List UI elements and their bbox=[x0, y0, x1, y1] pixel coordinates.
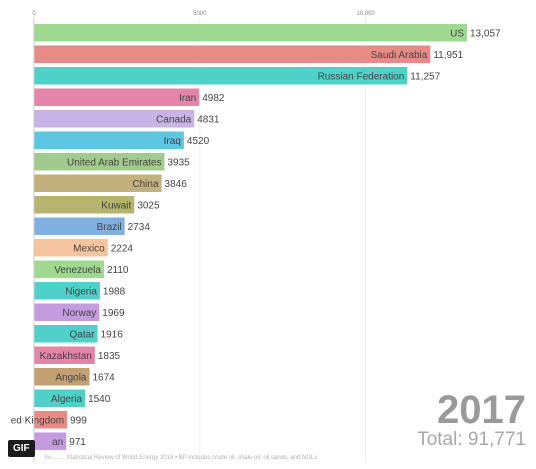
bar bbox=[34, 411, 68, 429]
bar bbox=[34, 217, 125, 235]
x-tick-label: 0 bbox=[32, 11, 36, 17]
bar-category-label: an bbox=[52, 437, 63, 448]
bar-category-label: Canada bbox=[156, 114, 191, 125]
bar bbox=[34, 346, 95, 364]
bar-category-label: Brazil bbox=[97, 222, 122, 233]
bar-category-label: Nigeria bbox=[65, 286, 97, 297]
bar-value-label: 3025 bbox=[137, 200, 160, 211]
bar-category-label: US bbox=[450, 28, 464, 39]
bar bbox=[34, 131, 184, 149]
x-tick-label: 10,000 bbox=[356, 11, 375, 17]
bar-category-label: Norway bbox=[62, 308, 96, 319]
bar-value-label: 13,057 bbox=[470, 28, 501, 39]
bar bbox=[34, 45, 431, 63]
bar-value-label: 999 bbox=[70, 415, 87, 426]
bar-value-label: 2224 bbox=[111, 243, 134, 254]
bar-value-label: 1674 bbox=[93, 372, 116, 383]
bar bbox=[34, 153, 165, 171]
bar-category-label: Kuwait bbox=[101, 200, 131, 211]
bar-value-label: 1988 bbox=[103, 286, 126, 297]
bar-category-label: Saudi Arabia bbox=[371, 50, 428, 61]
bar-category-label: Iraq bbox=[164, 136, 181, 147]
bar-value-label: 2734 bbox=[128, 222, 151, 233]
bar-value-label: 1916 bbox=[101, 329, 124, 340]
bar-category-label: Iran bbox=[179, 93, 196, 104]
total-label: Total: 91,771 bbox=[417, 429, 526, 450]
bar bbox=[34, 239, 108, 257]
bar-value-label: 4831 bbox=[197, 114, 220, 125]
bar bbox=[34, 303, 100, 321]
bar bbox=[34, 88, 200, 106]
bar-category-label: Qatar bbox=[70, 329, 96, 340]
bar bbox=[34, 196, 135, 214]
bar-value-label: 4982 bbox=[202, 93, 225, 104]
bar bbox=[34, 110, 195, 128]
bar-value-label: 11,257 bbox=[410, 71, 440, 82]
gif-badge[interactable]: GIF bbox=[8, 440, 35, 457]
year-label: 2017 bbox=[437, 388, 526, 432]
bar-category-label: ed Kingdom bbox=[11, 415, 64, 426]
bar bbox=[34, 67, 408, 85]
bar-category-label: Kazakhstan bbox=[40, 351, 92, 362]
bar-value-label: 1835 bbox=[98, 351, 121, 362]
bar-category-label: Angola bbox=[55, 372, 87, 383]
x-tick-label: 5000 bbox=[193, 11, 207, 17]
bar bbox=[34, 325, 98, 343]
bar-value-label: 971 bbox=[69, 437, 86, 448]
bar-category-label: Mexico bbox=[73, 243, 105, 254]
bar bbox=[34, 260, 104, 278]
bar bbox=[34, 368, 90, 386]
bar-category-label: Russian Federation bbox=[318, 71, 405, 82]
bar-value-label: 3935 bbox=[167, 157, 190, 168]
bar bbox=[34, 432, 67, 450]
bar bbox=[34, 174, 162, 192]
bar-category-label: Algeria bbox=[51, 394, 83, 405]
bar bbox=[34, 389, 86, 407]
bar-category-label: United Arab Emirates bbox=[67, 157, 162, 168]
bar-value-label: 11,951 bbox=[433, 50, 463, 61]
bar-value-label: 1969 bbox=[102, 308, 125, 319]
bar-value-label: 2110 bbox=[107, 265, 129, 276]
source-note: So… … Statistical Review of World Energy… bbox=[44, 455, 318, 461]
bar-category-label: China bbox=[132, 179, 159, 190]
bar bbox=[34, 24, 467, 42]
bar-value-label: 3846 bbox=[165, 179, 188, 190]
bar-value-label: 1540 bbox=[88, 394, 111, 405]
bar bbox=[34, 282, 100, 300]
bar-value-label: 4520 bbox=[187, 136, 210, 147]
bar-category-label: Venezuela bbox=[54, 265, 101, 276]
